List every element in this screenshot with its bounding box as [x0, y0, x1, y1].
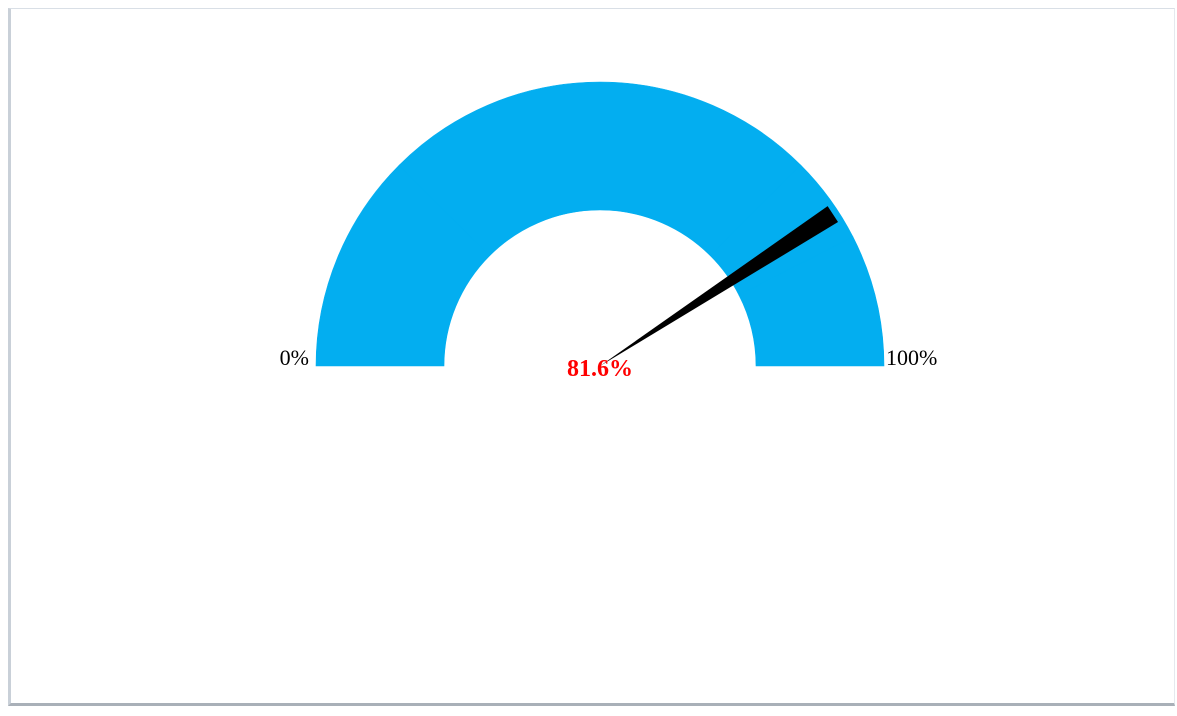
gauge-bands: [315, 81, 885, 367]
gauge-band-4: [738, 236, 885, 367]
gauge-chart: 0% 100% 81.6%: [280, 81, 937, 382]
gauge-band-2: [398, 81, 802, 257]
gauge-min-label: 0%: [280, 345, 309, 370]
gauge-max-label: 100%: [886, 345, 937, 370]
chart-frame: 0% 100% 81.6%: [8, 8, 1175, 706]
gauge-value-label: 81.6%: [567, 356, 633, 382]
gauge-needle: [600, 206, 839, 366]
